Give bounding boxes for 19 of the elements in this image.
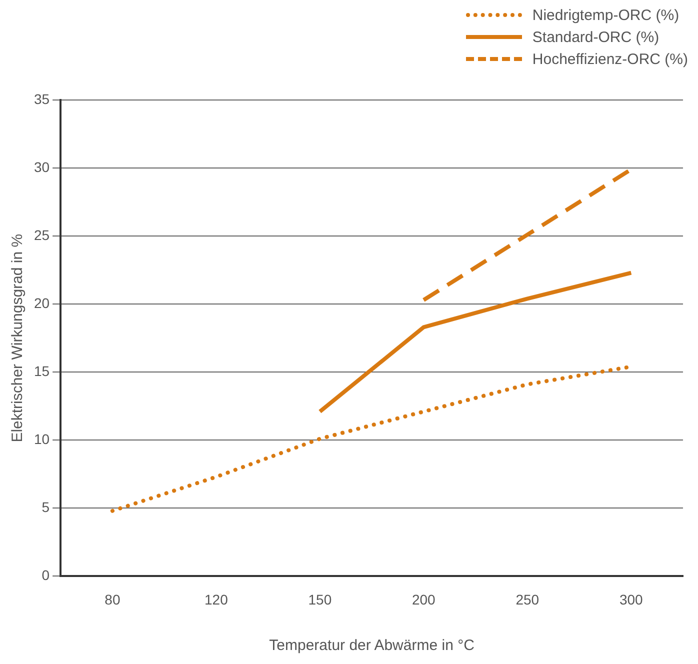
y-axis-title: Elektrischer Wirkungsgrad in % [9,234,26,442]
y-tick-label: 0 [42,567,50,584]
y-tick-label: 25 [34,226,50,243]
x-tick-label: 250 [516,591,540,608]
y-tick-label: 35 [34,90,50,107]
legend-label: Hocheffizienz-ORC (%) [532,50,688,68]
y-tick-label: 5 [42,499,50,516]
y-tick-label: 20 [34,294,50,311]
y-tick-label: 30 [34,158,50,175]
legend-label: Standard-ORC (%) [532,28,660,46]
x-tick-label: 200 [412,591,436,608]
x-tick-label: 150 [308,591,332,608]
y-tick-label: 15 [34,362,50,379]
legend-label: Niedrigtemp-ORC (%) [532,6,680,24]
y-tick-label: 10 [34,431,50,447]
x-tick-label: 120 [204,591,228,608]
x-axis-title: Temperatur der Abwärme in °C [269,637,475,654]
x-tick-label: 300 [619,591,644,608]
x-tick-label: 80 [104,591,120,608]
